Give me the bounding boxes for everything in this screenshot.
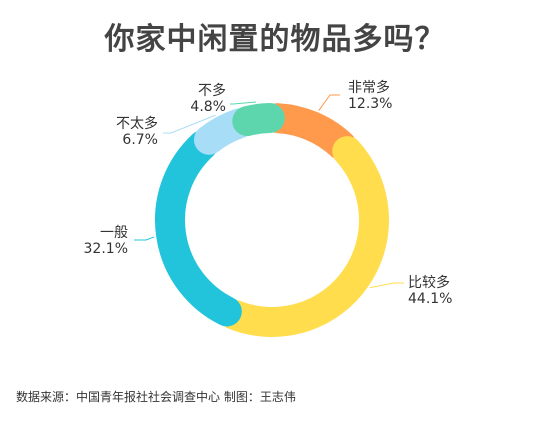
leader-line-not-many xyxy=(163,114,216,134)
leader-line-fairly-many xyxy=(369,282,404,289)
slice-very-many xyxy=(262,103,357,161)
slice-value-not-many: 6.7% xyxy=(122,132,158,148)
slice-label-few: 不多 xyxy=(198,82,226,99)
slice-label-very-many: 非常多 xyxy=(348,79,390,96)
leader-lines xyxy=(134,94,404,289)
slice-value-average: 32.1% xyxy=(84,241,128,257)
slice-fairly-many xyxy=(219,136,389,337)
slice-few xyxy=(232,103,285,137)
leader-line-average xyxy=(134,236,155,241)
source-note: 数据来源：中国青年报社社会调查中心 制图：王志伟 xyxy=(16,390,296,404)
chart-title: 你家中闲置的物品多吗？ xyxy=(104,22,446,57)
slice-value-very-many: 12.3% xyxy=(348,96,392,112)
leader-line-very-many xyxy=(318,94,340,111)
donut-arcs xyxy=(155,103,389,337)
slice-label-average: 一般 xyxy=(100,225,128,241)
slice-value-few: 4.8% xyxy=(190,99,226,115)
slice-average xyxy=(155,129,242,327)
slice-value-fairly-many: 44.1% xyxy=(408,291,452,307)
leader-line-few xyxy=(230,101,257,105)
slice-label-not-many: 不太多 xyxy=(116,115,158,132)
slice-label-fairly-many: 比较多 xyxy=(408,274,450,291)
